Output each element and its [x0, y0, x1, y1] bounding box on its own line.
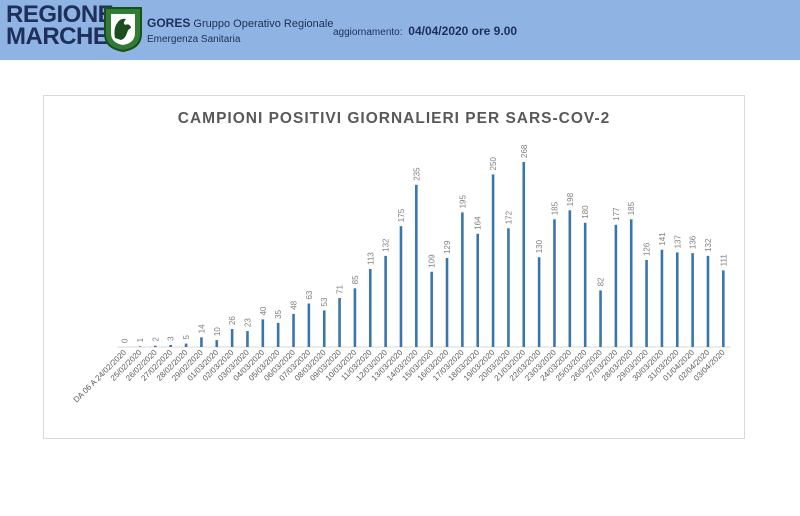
- data-label: 268: [520, 144, 529, 158]
- bar: [476, 233, 480, 347]
- bar: [691, 253, 694, 347]
- region-logo-text: REGIONE MARCHE: [6, 1, 114, 50]
- data-label: 53: [320, 297, 329, 306]
- bar: [614, 224, 618, 347]
- data-label: 250: [489, 157, 498, 171]
- data-label: 85: [351, 275, 360, 284]
- data-label: 2: [151, 337, 160, 342]
- update-info: aggiornamento: 04/04/2020 ore 9.00: [333, 24, 517, 38]
- bar: [583, 222, 587, 347]
- data-label: 235: [412, 167, 421, 181]
- bar: [491, 174, 495, 347]
- data-label: 35: [274, 309, 283, 318]
- bar: [675, 252, 679, 347]
- bar: [722, 270, 725, 347]
- bar: [445, 257, 449, 347]
- bar: [384, 255, 387, 347]
- data-label: 130: [535, 239, 544, 253]
- bar: [430, 271, 433, 347]
- data-label: 195: [458, 194, 467, 208]
- bar: [507, 228, 510, 347]
- bar: [660, 249, 664, 347]
- bar: [415, 184, 418, 347]
- data-label: 172: [504, 210, 513, 224]
- bar: [706, 255, 710, 347]
- bar: [629, 219, 633, 347]
- data-label: 14: [197, 324, 206, 333]
- header-banner: REGIONE MARCHE GORES Gruppo Operativo Re…: [0, 0, 800, 60]
- data-label: 141: [658, 232, 667, 246]
- bar: [154, 345, 157, 347]
- bar: [645, 260, 648, 347]
- data-label: 10: [213, 327, 222, 336]
- region-emblem-icon: [104, 7, 142, 52]
- data-label: 26: [228, 316, 237, 325]
- org-name-line-2: Emergenza Sanitaria: [147, 34, 241, 45]
- bar: [599, 290, 602, 347]
- data-label: 180: [581, 205, 590, 219]
- data-label: 185: [627, 201, 636, 215]
- data-label: 129: [443, 240, 452, 254]
- bar: [200, 337, 203, 347]
- data-label: 48: [290, 300, 299, 309]
- logo-line-1: REGIONE: [6, 1, 114, 28]
- data-label: 132: [704, 238, 713, 252]
- bar: [276, 322, 280, 347]
- data-label: 23: [243, 318, 252, 327]
- data-label: 109: [428, 254, 437, 268]
- data-label: 137: [673, 235, 682, 249]
- chart-frame: CAMPIONI POSITIVI GIORNALIERI PER SARS-C…: [43, 95, 745, 439]
- data-label: 132: [382, 238, 391, 252]
- bar: [215, 340, 219, 347]
- bar-chart: CAMPIONI POSITIVI GIORNALIERI PER SARS-C…: [72, 110, 731, 404]
- data-label: 5: [182, 335, 191, 340]
- bar: [568, 210, 572, 347]
- data-label: 111: [719, 254, 728, 267]
- data-label: 113: [366, 252, 375, 265]
- bar: [522, 162, 526, 347]
- bar: [461, 212, 464, 347]
- bar: [368, 269, 372, 347]
- data-label: 175: [397, 208, 406, 222]
- bar: [184, 343, 188, 347]
- data-label: 126: [643, 242, 652, 256]
- bar: [537, 257, 541, 347]
- bar: [553, 219, 556, 347]
- bar: [292, 313, 295, 347]
- bar: [353, 288, 357, 347]
- data-label: 164: [474, 216, 483, 230]
- update-label: aggiornamento:: [333, 27, 403, 38]
- update-value: 04/04/2020 ore 9.00: [408, 24, 518, 38]
- bar: [246, 331, 249, 347]
- data-label: 1: [136, 337, 145, 342]
- data-label: 71: [336, 285, 345, 294]
- data-label: 82: [597, 277, 606, 286]
- data-label: 3: [167, 336, 176, 341]
- data-label: 198: [566, 192, 575, 206]
- bar: [338, 297, 341, 347]
- bar: [307, 303, 311, 347]
- org-acronym: GORES: [147, 16, 191, 30]
- org-info: GORES Gruppo Operativo Regionale Emergen…: [147, 16, 333, 45]
- bar: [399, 226, 403, 347]
- chart-title: CAMPIONI POSITIVI GIORNALIERI PER SARS-C…: [178, 110, 610, 127]
- bar: [169, 344, 173, 347]
- org-name-line-1: Gruppo Operativo Regionale: [193, 18, 334, 30]
- data-label: 63: [305, 290, 314, 299]
- bar: [322, 310, 326, 347]
- data-label: 40: [259, 306, 268, 315]
- data-label: 185: [550, 201, 559, 215]
- data-label: 0: [121, 338, 130, 343]
- bar: [138, 346, 142, 347]
- data-label: 177: [612, 207, 621, 221]
- bar: [261, 319, 265, 347]
- logo-line-2: MARCHE: [6, 23, 109, 50]
- bar: [230, 329, 234, 347]
- data-label: 136: [689, 235, 698, 249]
